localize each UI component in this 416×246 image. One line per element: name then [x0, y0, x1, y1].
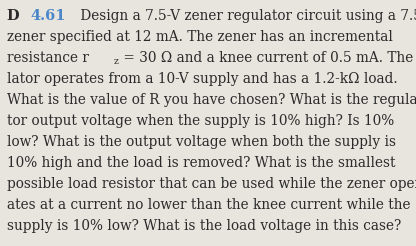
Text: What is the value of R you have chosen? What is the regula-: What is the value of R you have chosen? … — [7, 93, 416, 107]
Text: lator operates from a 10-V supply and has a 1.2-kΩ load.: lator operates from a 10-V supply and ha… — [7, 72, 398, 86]
Text: supply is 10% low? What is the load voltage in this case?: supply is 10% low? What is the load volt… — [7, 219, 402, 233]
Text: low? What is the output voltage when both the supply is: low? What is the output voltage when bot… — [7, 135, 396, 149]
Text: tor output voltage when the supply is 10% high? Is 10%: tor output voltage when the supply is 10… — [7, 114, 395, 128]
Text: Design a 7.5-V zener regulator circuit using a 7.5-V: Design a 7.5-V zener regulator circuit u… — [76, 9, 416, 23]
Text: 4.61: 4.61 — [30, 9, 66, 23]
Text: z: z — [113, 57, 118, 66]
Text: resistance r: resistance r — [7, 51, 89, 65]
Text: D: D — [7, 9, 25, 23]
Text: 10% high and the load is removed? What is the smallest: 10% high and the load is removed? What i… — [7, 156, 396, 170]
Text: = 30 Ω and a knee current of 0.5 mA. The regu-: = 30 Ω and a knee current of 0.5 mA. The… — [119, 51, 416, 65]
Text: ates at a current no lower than the knee current while the: ates at a current no lower than the knee… — [7, 198, 411, 212]
Text: possible load resistor that can be used while the zener oper-: possible load resistor that can be used … — [7, 177, 416, 191]
Text: zener specified at 12 mA. The zener has an incremental: zener specified at 12 mA. The zener has … — [7, 30, 394, 44]
